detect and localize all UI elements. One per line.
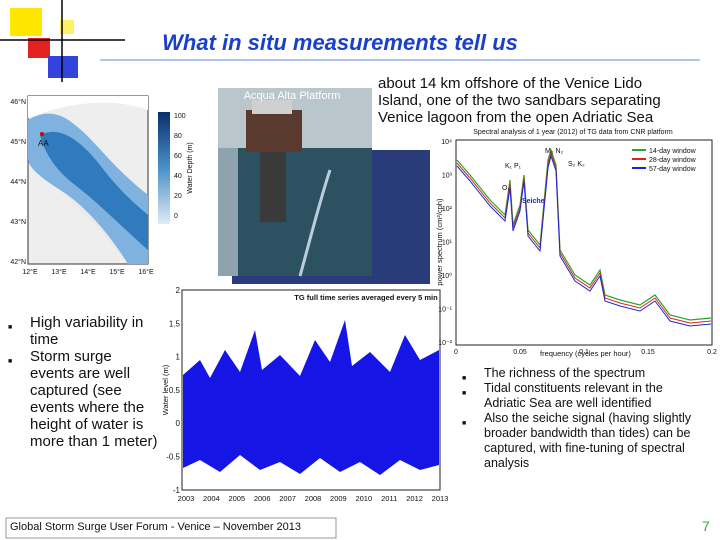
y-tick-label: 10² [442, 206, 453, 213]
x-tick-label: 2005 [228, 494, 245, 503]
legend-entry: 57-day window [649, 166, 697, 173]
legend-entry: 14-day window [649, 148, 697, 155]
y-tick-label: 0 [176, 419, 181, 428]
lat-label: 42°N [10, 258, 26, 266]
right-bullets: The richness of the spectrumTidal consti… [462, 366, 702, 471]
colorbar-label: Water Depth (m) [187, 142, 194, 193]
x-tick-label: 2004 [203, 494, 220, 503]
y-tick-label: 0.5 [169, 386, 181, 395]
spectrum-line [456, 151, 712, 324]
annotation: K₁ P₁ [505, 163, 522, 170]
annotation: S₂ K₂ [568, 161, 585, 168]
intro-line: Island, one of the two sandbars separati… [378, 92, 661, 109]
x-tick-label: 2006 [254, 494, 271, 503]
decor [10, 8, 42, 36]
bullet: The richness of the spectrum [462, 366, 702, 386]
lon-label: 13°E [51, 268, 67, 276]
y-tick-label: 10⁻² [438, 340, 452, 347]
lon-label: 16°E [138, 268, 154, 276]
x-tick-label: 2008 [305, 494, 322, 503]
x-tick-label: 2009 [330, 494, 347, 503]
spectrum-line [456, 148, 712, 321]
colorbar-tick: 20 [174, 193, 182, 200]
platform [246, 110, 302, 152]
decor [28, 38, 50, 58]
footer: Global Storm Surge User Forum - Venice –… [10, 521, 302, 533]
colorbar [158, 112, 170, 224]
bullet: Storm surge events are well captured (se… [8, 348, 158, 450]
y-axis-label: power spectrum (cm²/cph) [435, 198, 444, 286]
lon-label: 15°E [109, 268, 125, 276]
spectrum-line [456, 154, 712, 327]
intro-line: Venice lagoon from the open Adriatic Sea [378, 109, 654, 126]
bullet: Tidal constituents relevant in the Adria… [462, 381, 702, 411]
sea-deep [40, 131, 148, 250]
y-tick-label: 10³ [442, 173, 453, 180]
x-axis-label: frequency (cycles per hour) [540, 349, 631, 358]
x-tick-label: 0.15 [641, 349, 655, 356]
y-tick-label: 1.5 [169, 319, 181, 328]
lon-label: 14°E [80, 268, 96, 276]
y-tick-label: -0.5 [166, 453, 180, 462]
site-label: AA [38, 139, 49, 148]
intro: about 14 km offshore of the Venice Lido I… [378, 75, 661, 126]
y-tick-label: -1 [173, 486, 181, 495]
left-bullets: High variability in timeStorm surge even… [8, 314, 158, 450]
timeseries-band [183, 320, 439, 475]
photo-label: Acqua Alta Platform [244, 90, 341, 102]
colorbar-tick: 60 [174, 153, 182, 160]
y-tick-label: 1 [176, 353, 181, 362]
x-tick-label: 0.2 [707, 349, 717, 356]
x-tick-label: 0 [454, 349, 458, 356]
decor [48, 56, 78, 78]
x-tick-label: 2007 [279, 494, 296, 503]
x-tick-label: 2010 [355, 494, 372, 503]
legend-entry: 28-day window [649, 157, 697, 164]
intro-line: about 14 km offshore of the Venice Lido [378, 75, 643, 92]
x-tick-label: 2012 [406, 494, 423, 503]
y-axis-label: Water level (m) [161, 364, 170, 415]
lat-label: 44°N [10, 178, 26, 186]
colorbar-tick: 80 [174, 133, 182, 140]
y-tick-label: 10⁰ [441, 272, 452, 280]
platform [252, 100, 292, 114]
x-tick-label: 2003 [178, 494, 195, 503]
y-tick-label: 10⁻¹ [438, 307, 452, 314]
colorbar-tick: 100 [174, 113, 186, 120]
platform-legs [260, 152, 286, 222]
annotation: M₂ N₂ [545, 148, 564, 155]
colorbar-tick: 0 [174, 213, 178, 220]
lat-label: 46°N [10, 98, 26, 106]
spectrum-title: Spectral analysis of 1 year (2012) of TG… [473, 129, 673, 136]
x-tick-label: 0.1 [579, 349, 589, 356]
page-number: 7 [702, 518, 710, 534]
lat-label: 45°N [10, 138, 26, 146]
decor [60, 20, 74, 34]
wake [298, 169, 332, 277]
spectrum-axes [455, 139, 713, 346]
coast [28, 96, 148, 118]
annotation: O₁ [502, 185, 510, 192]
timeseries-title: TG full time series averaged every 5 min [294, 293, 438, 302]
annotation: Seiche [522, 198, 545, 205]
site-marker [40, 132, 44, 136]
footer-box [5, 517, 337, 539]
x-tick-label: 2013 [432, 494, 449, 503]
x-tick-label: 2011 [381, 494, 397, 503]
bullet: High variability in time [8, 314, 158, 348]
y-tick-label: 10¹ [442, 240, 453, 247]
x-tick-label: 0.05 [513, 349, 527, 356]
y-tick-label: 10⁴ [441, 139, 452, 146]
lon-label: 12°E [22, 268, 38, 276]
slide-title: What in situ measurements tell us [162, 30, 518, 55]
lat-label: 43°N [10, 218, 26, 226]
y-tick-label: 2 [176, 286, 181, 295]
bullet: Also the seiche signal (having slightly … [462, 411, 702, 471]
colorbar-tick: 40 [174, 173, 182, 180]
